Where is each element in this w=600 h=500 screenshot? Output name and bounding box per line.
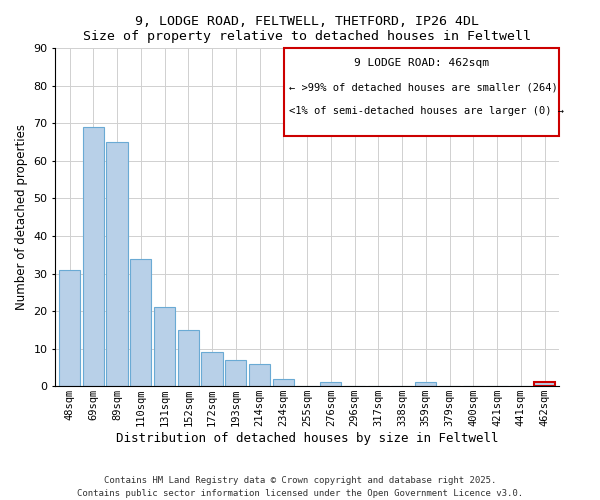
Bar [83, 127, 104, 386]
Text: Contains HM Land Registry data © Crown copyright and database right 2025.
Contai: Contains HM Land Registry data © Crown c… [77, 476, 523, 498]
Bar [225, 360, 247, 386]
Bar [272, 378, 294, 386]
Bar [130, 258, 151, 386]
Text: 9 LODGE ROAD: 462sqm: 9 LODGE ROAD: 462sqm [354, 58, 489, 68]
Bar [415, 382, 436, 386]
Text: ← >99% of detached houses are smaller (264): ← >99% of detached houses are smaller (2… [289, 82, 558, 92]
Y-axis label: Number of detached properties: Number of detached properties [15, 124, 28, 310]
Bar [202, 352, 223, 386]
Bar [178, 330, 199, 386]
Bar [320, 382, 341, 386]
Bar [59, 270, 80, 386]
Title: 9, LODGE ROAD, FELTWELL, THETFORD, IP26 4DL
Size of property relative to detache: 9, LODGE ROAD, FELTWELL, THETFORD, IP26 … [83, 15, 531, 43]
Bar [154, 308, 175, 386]
Bar [249, 364, 270, 386]
Bar [534, 382, 555, 386]
X-axis label: Distribution of detached houses by size in Feltwell: Distribution of detached houses by size … [116, 432, 498, 445]
FancyBboxPatch shape [284, 48, 559, 136]
Bar [106, 142, 128, 386]
Text: <1% of semi-detached houses are larger (0) →: <1% of semi-detached houses are larger (… [289, 106, 565, 116]
